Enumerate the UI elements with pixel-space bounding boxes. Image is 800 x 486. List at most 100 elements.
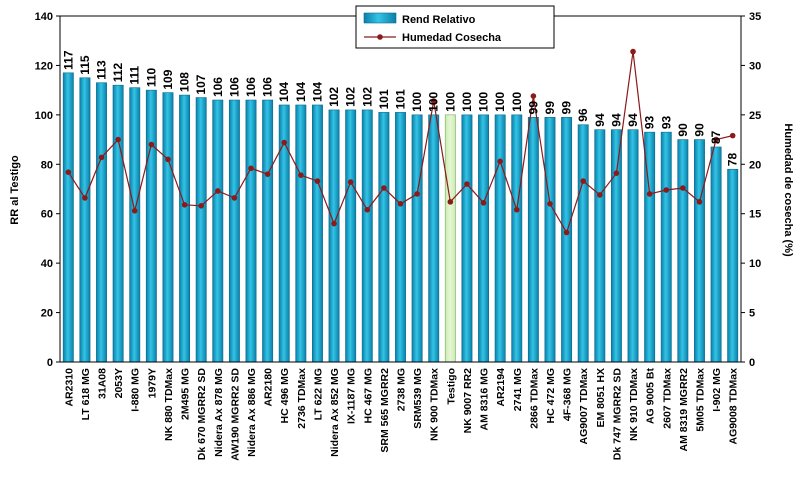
category-label: 31A08 — [97, 368, 109, 399]
bar-rend-relativo — [312, 104, 323, 363]
legend-bar-swatch — [363, 12, 397, 24]
category-label: NK 900 TDMax — [429, 368, 441, 441]
bar-data-label: 100 — [510, 92, 524, 112]
bar-rend-relativo — [96, 82, 107, 363]
humedad-point — [447, 199, 454, 205]
bar-rend-relativo — [378, 112, 390, 363]
humedad-point — [613, 170, 620, 176]
bar-data-label: 100 — [493, 92, 507, 112]
y-axis-title: RR al Testigo — [9, 155, 21, 225]
y2-tick-label: 10 — [749, 258, 761, 270]
y2-axis-title: Humedad de cosecha (%) — [782, 123, 794, 257]
bar-rend-relativo — [727, 168, 739, 363]
bar-data-label: 104 — [294, 82, 308, 102]
bar-rend-relativo — [345, 109, 357, 363]
category-label: Dk 670 MGRR2 SD — [196, 368, 208, 461]
category-label: NK 880 TDMax — [163, 368, 175, 441]
category-label: EM 8051 HX — [595, 368, 607, 428]
humedad-point — [414, 191, 420, 197]
humedad-point — [248, 165, 254, 172]
humedad-point — [597, 192, 603, 198]
bar-rend-relativo — [145, 89, 157, 363]
bar-data-label: 90 — [676, 123, 690, 137]
bar-rend-relativo — [129, 87, 141, 363]
category-label: 2607 TDMax — [661, 368, 673, 429]
humedad-point — [464, 181, 470, 187]
humedad-point — [680, 185, 686, 191]
y2-tick-label: 15 — [749, 209, 761, 221]
bar-data-label: 94 — [593, 113, 607, 127]
bar-data-label: 100 — [477, 92, 491, 112]
legend-line-marker — [377, 34, 383, 40]
humedad-point — [65, 169, 72, 175]
category-label: AM 8319 MGRR2 — [678, 368, 690, 452]
bar-data-label: 109 — [161, 69, 175, 89]
bar-data-label: 102 — [344, 87, 358, 107]
bar-data-label: 106 — [211, 77, 225, 97]
category-label: AG 9005 Bt — [645, 368, 657, 425]
bar-rend-relativo — [627, 129, 639, 363]
humedad-point — [497, 158, 503, 165]
y-tick-label: 120 — [35, 60, 53, 72]
bar-rend-relativo — [361, 109, 373, 363]
humedad-point — [563, 229, 570, 236]
bar-rend-relativo — [660, 131, 672, 363]
legend-label-humedad: Humedad Cosecha — [402, 32, 502, 44]
humedad-point — [547, 201, 553, 207]
humedad-point — [364, 206, 371, 213]
category-label: 2866 TDMax — [528, 368, 540, 429]
category-label: AR2194 — [495, 368, 507, 407]
y-tick-label: 140 — [35, 11, 53, 23]
bar-data-label: 94 — [626, 113, 640, 127]
bar-rend-relativo — [195, 97, 207, 363]
bar-rend-relativo — [395, 112, 406, 363]
humedad-point — [165, 156, 171, 163]
bar-rend-relativo — [610, 129, 622, 363]
bar-rend-relativo — [228, 99, 240, 363]
bar-rend-relativo — [694, 139, 705, 363]
bar-rend-relativo — [245, 99, 257, 363]
category-label: I-880 MG — [130, 368, 142, 412]
humedad-point — [397, 201, 404, 207]
humedad-point — [530, 93, 537, 99]
category-label: I-902 MG — [711, 368, 723, 412]
category-label: LT 618 MG — [80, 368, 92, 420]
category-label: Nidera Ax 852 MG — [329, 368, 341, 457]
y-tick-label: 20 — [41, 308, 53, 320]
humedad-point — [663, 187, 670, 193]
humedad-point — [381, 185, 387, 191]
bar-rend-relativo — [79, 77, 91, 363]
humedad-point — [713, 136, 719, 143]
bar-data-label: 107 — [194, 74, 208, 94]
bar-rend-relativo — [494, 114, 506, 363]
bar-data-label: 99 — [543, 101, 557, 115]
bar-rend-relativo — [212, 99, 224, 363]
category-label: IX-1187 MG — [346, 368, 358, 424]
category-label: SRM 565 MGRR2 — [379, 368, 391, 453]
humedad-point — [264, 171, 271, 177]
category-label: SRM539 MG — [412, 368, 424, 429]
bar-rend-relativo — [544, 117, 556, 363]
bar-rend-relativo — [478, 114, 489, 363]
bar-data-label: 94 — [609, 113, 623, 127]
humedad-point — [214, 188, 221, 194]
humedad-point — [430, 98, 437, 104]
bar-data-label: 106 — [227, 77, 241, 97]
bar-data-label: 100 — [427, 92, 441, 112]
category-label: 2736 TDMax — [296, 368, 308, 429]
bar-rend-relativo — [328, 109, 340, 363]
bar-rend-relativo — [411, 114, 423, 363]
category-label: Dk 747 MGRR2 SD — [611, 368, 623, 461]
category-label: 4F-368 MG — [562, 368, 574, 421]
bar-data-label: 113 — [95, 60, 109, 80]
bar-data-label: 104 — [277, 82, 291, 102]
legend-label-rend: Rend Relativo — [402, 14, 476, 26]
humedad-point — [131, 207, 138, 214]
category-label: Nidera Ax 878 MG — [213, 368, 225, 457]
category-label: AW190 MGRR2 SD — [229, 368, 241, 461]
y2-tick-label: 25 — [749, 110, 761, 122]
humedad-point — [729, 132, 736, 139]
bar-data-label: 115 — [78, 55, 92, 75]
bar-data-label: 96 — [576, 108, 590, 122]
